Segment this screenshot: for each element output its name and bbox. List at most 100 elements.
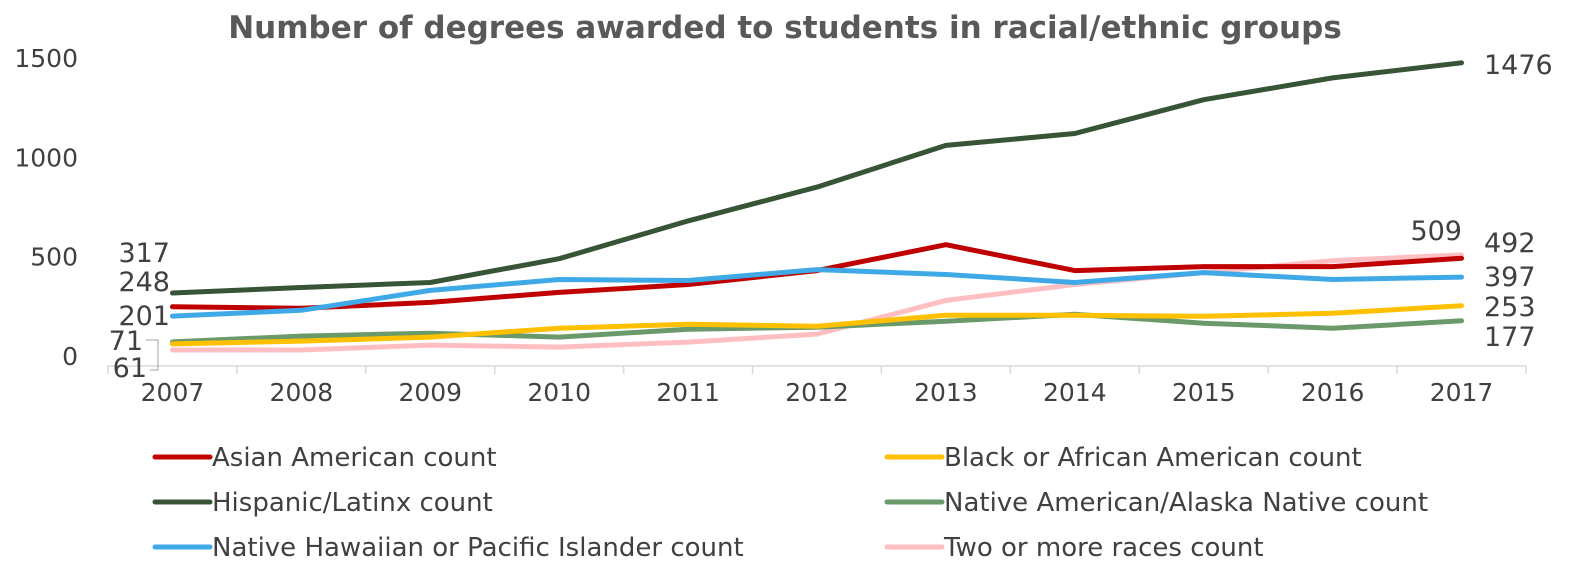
x-tick-label: 2011 [656,378,720,407]
data-label: 61 [113,353,147,384]
data-point [1461,62,1463,64]
data-label: 317 [118,238,170,269]
x-tick-label: 2017 [1430,378,1494,407]
data-point [300,349,302,351]
data-point [558,336,560,338]
legend-label: Asian American count [212,443,497,473]
data-point [171,343,173,345]
legend-item: Native Hawaiian or Pacific Islander coun… [152,533,744,563]
data-point [558,258,560,260]
y-axis: 0 500 1000 1500 [14,44,78,371]
data-point [1203,315,1205,317]
y-tick-label: 1000 [14,143,78,172]
data-label: 509 [1410,216,1462,247]
data-point [1074,270,1076,272]
x-tick-label: 2008 [270,378,334,407]
x-tick-label: 2007 [141,378,205,407]
data-point [816,325,818,327]
data-point [171,315,173,317]
legend-item: Native American/Alaska Native count [884,488,1428,518]
label-leader-line [146,339,159,371]
data-point [1074,314,1076,316]
data-point [687,328,689,330]
data-point [300,309,302,311]
legend-label: Native Hawaiian or Pacific Islander coun… [212,533,744,563]
y-tick-label: 1500 [14,44,78,73]
x-tick-label: 2015 [1172,378,1236,407]
data-point [429,289,431,291]
data-label: 177 [1484,322,1536,353]
data-point [945,320,947,322]
data-point [1461,276,1463,278]
data-point [1461,305,1463,307]
data-point [816,333,818,335]
data-point [1332,312,1334,314]
data-point [945,314,947,316]
x-tick-label: 2010 [527,378,591,407]
series-line [170,60,1464,296]
x-tick-label: 2014 [1043,378,1107,407]
data-point [429,281,431,283]
data-point [1332,260,1334,262]
data-point [558,291,560,293]
data-label: 253 [1484,292,1536,323]
legend-label: Two or more races count [943,533,1264,563]
data-point [171,306,173,308]
data-point [429,344,431,346]
legend-item: Two or more races count [884,533,1264,563]
data-point [687,341,689,343]
data-point [429,301,431,303]
data-point [558,279,560,281]
data-point [429,336,431,338]
data-label: 201 [118,301,170,332]
data-point [1461,257,1463,259]
data-point [687,220,689,222]
data-point [171,349,173,351]
data-point [945,299,947,301]
data-point [1332,279,1334,281]
data-point [300,340,302,342]
data-point [1203,266,1205,268]
x-tick-label: 2009 [398,378,462,407]
x-axis: 2007 2008 2009 2010 2011 2012 2013 2014 2015 2016… [107,365,1527,407]
data-point [1332,266,1334,268]
data-point [1332,327,1334,329]
data-point [558,327,560,329]
data-point [687,283,689,285]
data-point [1203,272,1205,274]
legend-item: Hispanic/Latinx count [152,488,493,518]
data-point [558,346,560,348]
data-label: 492 [1484,228,1536,259]
data-label: 397 [1484,262,1536,293]
data-point [1461,320,1463,322]
data-label: 248 [118,267,170,298]
data-point [1332,77,1334,79]
chart-title: Number of degrees awarded to students in… [228,10,1342,46]
data-point [687,280,689,282]
data-point [1461,254,1463,256]
legend: Asian American count Black or African Ame… [152,443,1428,563]
legend-item: Asian American count [152,443,497,473]
legend-item: Black or African American count [884,443,1362,473]
data-point [1203,322,1205,324]
data-label: 1476 [1484,50,1553,81]
data-label: 71 [109,326,143,357]
data-point [1203,99,1205,101]
data-point [945,274,947,276]
plot-area [170,60,1464,353]
data-point [816,186,818,188]
data-point [300,286,302,288]
data-point [945,144,947,146]
x-tick-label: 2016 [1301,378,1365,407]
data-point [945,244,947,246]
legend-label: Hispanic/Latinx count [212,488,493,518]
y-tick-label: 500 [30,243,78,272]
x-tick-label: 2013 [914,378,978,407]
data-point [687,323,689,325]
data-point [1074,281,1076,283]
data-point [429,332,431,334]
data-point [816,269,818,271]
data-point [1074,132,1076,134]
